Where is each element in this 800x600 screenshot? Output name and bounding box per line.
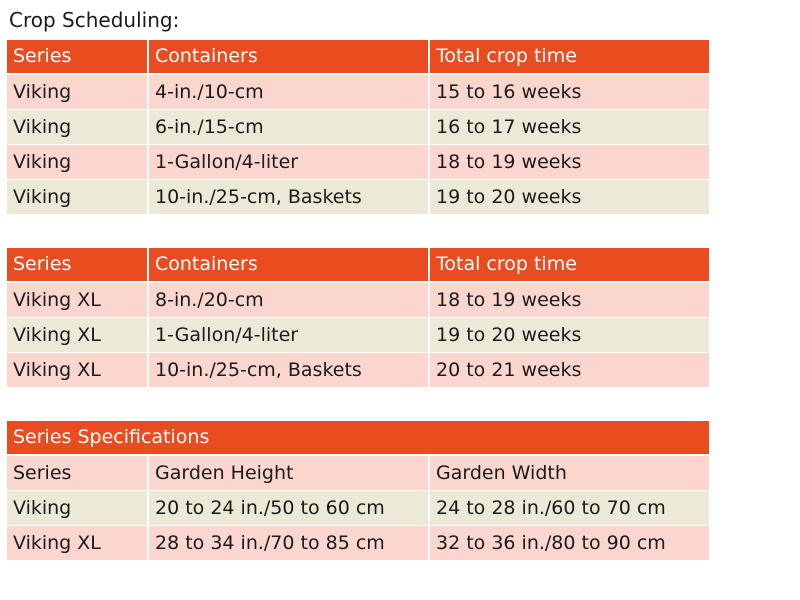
cell-container: 10-in./25-cm, Baskets [147, 180, 428, 215]
cell-container: 6-in./15-cm [147, 110, 428, 145]
table-row: Viking XL 1-Gallon/4-liter 19 to 20 week… [7, 318, 709, 353]
cell-container: 4-in./10-cm [147, 75, 428, 110]
cell-series: Viking [7, 75, 147, 110]
cell-series: Viking [7, 110, 147, 145]
cell-series: Viking XL [7, 318, 147, 353]
header-total-crop-time: Total crop time [428, 40, 709, 75]
cell-series: Viking XL [7, 526, 147, 561]
table-row: Viking 4-in./10-cm 15 to 16 weeks [7, 75, 709, 110]
table-row: Viking 20 to 24 in./50 to 60 cm 24 to 28… [7, 491, 709, 526]
header-total-crop-time: Total crop time [428, 248, 709, 283]
cell-garden-width: 24 to 28 in./60 to 70 cm [428, 491, 709, 526]
cell-crop-time: 18 to 19 weeks [428, 145, 709, 180]
header-garden-height: Garden Height [147, 456, 428, 491]
cell-container: 10-in./25-cm, Baskets [147, 353, 428, 388]
table-header-row: Series Garden Height Garden Width [7, 456, 709, 491]
table-header-row: Series Containers Total crop time [7, 248, 709, 283]
table-caption-row: Series Specifications [7, 421, 709, 456]
table-row: Viking 6-in./15-cm 16 to 17 weeks [7, 110, 709, 145]
table-row: Viking XL 8-in./20-cm 18 to 19 weeks [7, 283, 709, 318]
cell-garden-width: 32 to 36 in./80 to 90 cm [428, 526, 709, 561]
page-title: Crop Scheduling: [9, 8, 180, 32]
table-caption: Series Specifications [7, 421, 709, 456]
table-row: Viking XL 10-in./25-cm, Baskets 20 to 21… [7, 353, 709, 388]
cell-garden-height: 20 to 24 in./50 to 60 cm [147, 491, 428, 526]
cell-series: Viking [7, 145, 147, 180]
cell-crop-time: 15 to 16 weeks [428, 75, 709, 110]
cell-series: Viking XL [7, 353, 147, 388]
table-row: Viking 1-Gallon/4-liter 18 to 19 weeks [7, 145, 709, 180]
cell-crop-time: 19 to 20 weeks [428, 180, 709, 215]
viking-xl-crop-table: Series Containers Total crop time Viking… [7, 248, 709, 388]
header-series: Series [7, 248, 147, 283]
table-row: Viking XL 28 to 34 in./70 to 85 cm 32 to… [7, 526, 709, 561]
cell-crop-time: 19 to 20 weeks [428, 318, 709, 353]
cell-crop-time: 20 to 21 weeks [428, 353, 709, 388]
cell-series: Viking [7, 491, 147, 526]
header-series: Series [7, 40, 147, 75]
header-containers: Containers [147, 40, 428, 75]
series-specifications-table: Series Specifications Series Garden Heig… [7, 421, 709, 561]
cell-crop-time: 16 to 17 weeks [428, 110, 709, 145]
viking-crop-table: Series Containers Total crop time Viking… [7, 40, 709, 215]
table-row: Viking 10-in./25-cm, Baskets 19 to 20 we… [7, 180, 709, 215]
cell-garden-height: 28 to 34 in./70 to 85 cm [147, 526, 428, 561]
header-garden-width: Garden Width [428, 456, 709, 491]
cell-series: Viking [7, 180, 147, 215]
header-containers: Containers [147, 248, 428, 283]
cell-crop-time: 18 to 19 weeks [428, 283, 709, 318]
cell-series: Viking XL [7, 283, 147, 318]
table-header-row: Series Containers Total crop time [7, 40, 709, 75]
cell-container: 8-in./20-cm [147, 283, 428, 318]
cell-container: 1-Gallon/4-liter [147, 318, 428, 353]
header-series: Series [7, 456, 147, 491]
cell-container: 1-Gallon/4-liter [147, 145, 428, 180]
